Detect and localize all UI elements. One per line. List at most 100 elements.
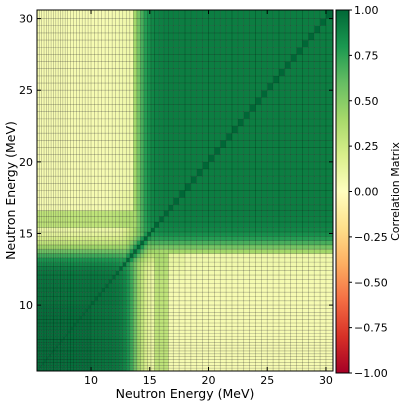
heatmap-cell [55, 140, 59, 148]
heatmap-cell [196, 54, 203, 62]
heatmap-cell [37, 283, 40, 288]
heatmap-cell [67, 204, 71, 211]
heatmap-cell [261, 356, 268, 360]
heatmap-cell [278, 279, 285, 284]
heatmap-cell [51, 308, 54, 313]
heatmap-cell [101, 348, 106, 351]
heatmap-cell [122, 222, 127, 228]
heatmap-cell [325, 350, 334, 354]
heatmap-cell [85, 356, 89, 360]
heatmap-cell [60, 270, 63, 276]
heatmap-cell [67, 18, 71, 26]
heatmap-cell [133, 147, 137, 155]
heatmap-cell [314, 292, 321, 297]
heatmap-cell [88, 54, 92, 62]
heatmap-cell [73, 319, 77, 324]
heatmap-cell [284, 197, 291, 205]
heatmap-cell [51, 61, 54, 69]
heatmap-cell [226, 312, 233, 316]
heatmap-cell [58, 169, 61, 177]
heatmap-cell [214, 40, 221, 48]
heatmap-cell [284, 253, 291, 258]
heatmap-cell [51, 90, 54, 98]
heatmap-cell [143, 342, 148, 346]
heatmap-cell [129, 216, 134, 223]
heatmap-cell [296, 350, 303, 354]
heatmap-cell [94, 236, 99, 241]
heatmap-cell [314, 47, 321, 55]
heatmap-cell [51, 270, 54, 276]
heatmap-cell [243, 240, 250, 245]
heatmap-cell [220, 350, 227, 354]
heatmap-cell [179, 83, 186, 91]
heatmap-cell [136, 232, 141, 237]
heatmap-cell [154, 236, 160, 241]
heatmap-cell [202, 296, 209, 301]
heatmap-cell [267, 104, 274, 112]
heatmap-cell [62, 296, 66, 301]
heatmap-cell [88, 232, 92, 237]
heatmap-cell [196, 244, 203, 250]
heatmap-cell [147, 126, 151, 134]
heatmap-cell [173, 279, 180, 284]
heatmap-cell [88, 32, 92, 41]
heatmap-cell [101, 40, 106, 48]
heatmap-cell [85, 296, 89, 301]
heatmap-cell [119, 323, 123, 327]
heatmap-cell [73, 118, 77, 127]
heatmap-cell [129, 147, 134, 155]
heatmap-cell [302, 111, 309, 119]
heatmap-cell [290, 356, 297, 360]
heatmap-cell [101, 319, 106, 324]
heatmap-cell [62, 345, 66, 349]
heatmap-cell [314, 266, 321, 271]
heatmap-cell [185, 305, 191, 309]
heatmap-cell [53, 262, 56, 267]
heatmap-cell [302, 54, 309, 62]
heatmap-cell [94, 257, 99, 263]
heatmap-cell [88, 292, 92, 297]
heatmap-cell [249, 75, 256, 84]
heatmap-cell [37, 190, 40, 198]
heatmap-cell [267, 133, 274, 141]
heatmap-cell [140, 319, 144, 324]
heatmap-cell [278, 308, 285, 313]
heatmap-cell [73, 111, 77, 119]
heatmap-cell [133, 312, 137, 316]
heatmap-cell [41, 147, 45, 155]
heatmap-cell [129, 90, 134, 98]
heatmap-cell [112, 54, 116, 62]
heatmap-cell [147, 305, 151, 309]
heatmap-cell [273, 356, 280, 360]
heatmap-cell [101, 249, 106, 254]
heatmap-cell [60, 336, 63, 340]
heatmap-cell [308, 61, 315, 69]
heatmap-cell [325, 319, 334, 324]
heatmap-cell [94, 47, 99, 55]
heatmap-cell [62, 210, 66, 217]
heatmap-cell [261, 176, 268, 184]
heatmap-cell [98, 111, 102, 119]
heatmap-cell [278, 292, 285, 297]
heatmap-cell [196, 315, 203, 320]
heatmap-cell [60, 190, 63, 198]
heatmap-cell [82, 362, 86, 366]
heatmap-cell [46, 183, 49, 191]
heatmap-cell [98, 244, 102, 250]
heatmap-cell [129, 222, 134, 228]
heatmap-cell [255, 90, 262, 98]
heatmap-cell [70, 204, 74, 211]
heatmap-cell [237, 197, 244, 205]
heatmap-cell [60, 40, 63, 48]
heatmap-cell [129, 236, 134, 241]
heatmap-cell [119, 353, 123, 357]
heatmap-cell [261, 83, 268, 91]
heatmap-cell [196, 133, 203, 141]
heatmap-cell [314, 75, 321, 84]
heatmap-cell [88, 176, 92, 184]
heatmap-cell [159, 61, 164, 69]
heatmap-cell [94, 249, 99, 254]
heatmap-cell [261, 97, 268, 105]
heatmap-cell [163, 308, 169, 313]
heatmap-cell [55, 283, 59, 288]
